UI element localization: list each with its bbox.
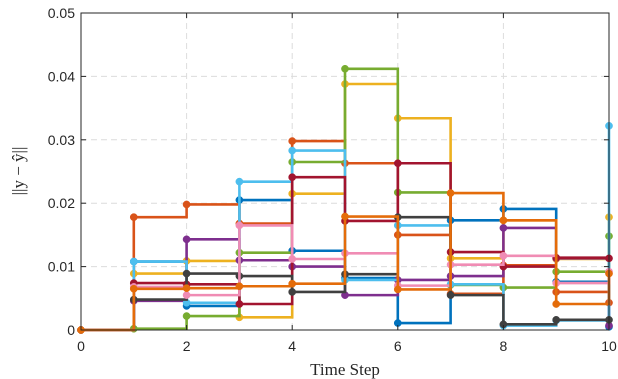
data-point <box>182 235 191 244</box>
x-axis-title: Time Step <box>310 360 380 379</box>
data-point <box>341 64 349 73</box>
data-point <box>235 300 244 308</box>
data-point <box>235 282 244 291</box>
data-point <box>552 316 561 324</box>
data-point <box>235 221 244 230</box>
axis-ticks: 0 2 4 6 8 10 0 0.01 0.02 0.03 0.04 0.05 <box>48 5 617 354</box>
x-tick-label: 6 <box>394 338 402 354</box>
data-point <box>393 159 402 168</box>
data-point <box>288 137 297 145</box>
data-point <box>129 257 138 266</box>
data-point <box>341 212 349 221</box>
series-10 <box>77 189 613 334</box>
data-point <box>129 213 138 221</box>
data-point <box>393 285 402 294</box>
x-tick-label: 8 <box>500 338 508 354</box>
data-point <box>288 288 297 296</box>
data-point <box>499 216 508 225</box>
y-tick-label: 0.05 <box>48 5 75 21</box>
data-point <box>552 300 561 308</box>
data-point <box>499 251 508 260</box>
data-point <box>288 146 297 155</box>
data-point <box>182 291 191 299</box>
data-point <box>288 173 297 182</box>
data-point <box>182 312 191 320</box>
x-tick-label: 10 <box>601 338 617 354</box>
data-point <box>129 284 138 293</box>
x-tick-label: 0 <box>77 338 85 354</box>
data-point <box>288 279 297 288</box>
y-tick-label: 0.03 <box>48 132 75 148</box>
axes-box <box>80 12 610 331</box>
data-point <box>182 269 191 278</box>
y-tick-label: 0.01 <box>48 259 75 275</box>
x-tick-label: 4 <box>288 338 296 354</box>
data-point <box>446 189 455 197</box>
x-tick-label: 2 <box>183 338 191 354</box>
data-point <box>235 177 244 186</box>
y-axis-title: ||y − ŷ|| <box>9 147 28 196</box>
data-point <box>288 255 297 263</box>
data-point <box>182 284 191 293</box>
data-point <box>499 224 508 232</box>
y-tick-label: 0.02 <box>48 195 75 211</box>
y-tick-label: 0 <box>67 322 75 338</box>
series-layer <box>77 64 613 334</box>
data-point <box>446 291 455 299</box>
y-tick-label: 0.04 <box>48 68 75 84</box>
data-point <box>182 200 191 209</box>
